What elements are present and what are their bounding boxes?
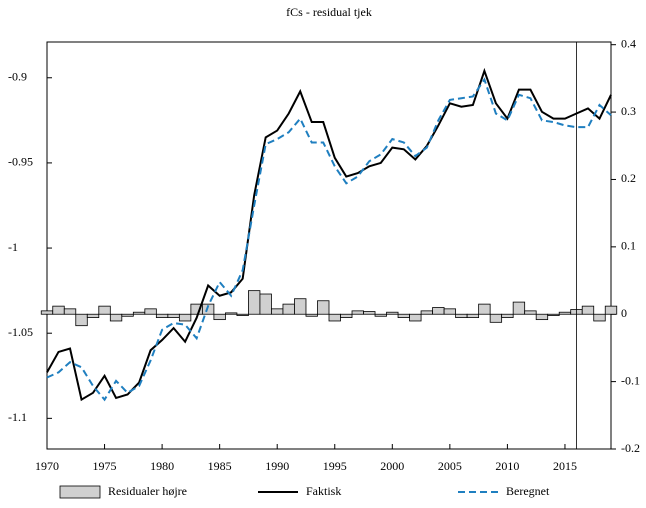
residual-bar [213, 313, 226, 321]
series-line [46, 67, 612, 402]
residual-bar [547, 313, 560, 316]
residual-bar [386, 311, 399, 315]
y2-tick-label: -0.1 [621, 373, 640, 387]
x-tick-label: 2010 [495, 459, 519, 473]
residual-bar [201, 303, 215, 315]
residual-bar [40, 310, 54, 315]
residual-bar [271, 308, 284, 315]
residual-bar [132, 311, 146, 315]
x-tick-label: 1970 [35, 459, 59, 473]
y2-tick-label: 0.4 [621, 36, 636, 50]
residual-bar [294, 298, 307, 315]
residual-bar [328, 313, 341, 322]
x-tick-label: 1995 [323, 459, 347, 473]
residual-bar [305, 313, 318, 317]
residual-bar [489, 313, 503, 323]
x-tick-label: 1975 [93, 459, 117, 473]
x-tick-label: 2005 [438, 459, 462, 473]
residual-bar [317, 300, 330, 315]
legend-label: Faktisk [306, 484, 341, 498]
residual-bar [351, 310, 364, 315]
residual-bar [167, 313, 180, 319]
residual-bar [52, 305, 65, 315]
chart-title: fCs - residual tjek [286, 5, 372, 19]
residual-bar [397, 313, 410, 319]
residual-bar [466, 313, 480, 319]
residual-bar [155, 313, 169, 319]
residual-bar [524, 310, 537, 315]
residual-bar [236, 313, 249, 316]
residual-bar [340, 313, 353, 319]
residual-bar [282, 303, 295, 315]
x-tick-label: 2015 [553, 459, 577, 473]
residual-bar [374, 313, 387, 317]
residual-bar [75, 313, 88, 327]
y2-tick-label: 0.2 [621, 171, 636, 185]
y2-tick-label: 0.1 [621, 239, 636, 253]
residual-bar [443, 308, 457, 315]
y2-tick-label: -0.2 [621, 441, 640, 455]
x-tick-label: 1990 [265, 459, 289, 473]
y-tick-label: -1 [8, 240, 18, 254]
residual-bar [109, 313, 123, 322]
residual-bar [558, 311, 572, 315]
legend-label: Beregnet [506, 484, 550, 498]
y-tick-label: -1.1 [8, 410, 27, 424]
residual-bar [98, 305, 111, 315]
residual-bar [259, 293, 272, 315]
residual-bar [363, 311, 376, 315]
y-tick-label: -0.95 [8, 155, 33, 169]
plot-frame [46, 41, 612, 450]
y2-tick-label: 0 [621, 306, 627, 320]
legend-swatch [59, 485, 101, 499]
residual-bar [581, 305, 595, 315]
residual-bar [432, 307, 445, 315]
residual-bar [455, 313, 468, 319]
residual-bar [604, 305, 618, 315]
residual-bar [248, 290, 261, 315]
x-tick-label: 2000 [380, 459, 404, 473]
residual-bar [593, 313, 606, 322]
residual-bar [121, 313, 134, 317]
y-tick-label: -0.9 [8, 70, 27, 84]
x-tick-label: 1985 [208, 459, 232, 473]
residual-bar [178, 313, 192, 322]
series-line [46, 77, 612, 402]
residual-bar [501, 313, 514, 319]
residual-bar [478, 303, 491, 315]
residual-bar [225, 312, 238, 315]
residual-bar [409, 313, 422, 322]
y2-tick-label: 0.3 [621, 104, 636, 118]
legend-label: Residualer højre [108, 484, 187, 498]
x-tick-label: 1980 [150, 459, 174, 473]
residual-bar [144, 308, 157, 315]
residual-bar [420, 310, 433, 315]
y-tick-label: -1.05 [8, 325, 33, 339]
residual-bar [86, 313, 100, 319]
residual-bar [512, 301, 526, 315]
residual-bar [535, 313, 549, 321]
residual-bar [63, 308, 77, 315]
